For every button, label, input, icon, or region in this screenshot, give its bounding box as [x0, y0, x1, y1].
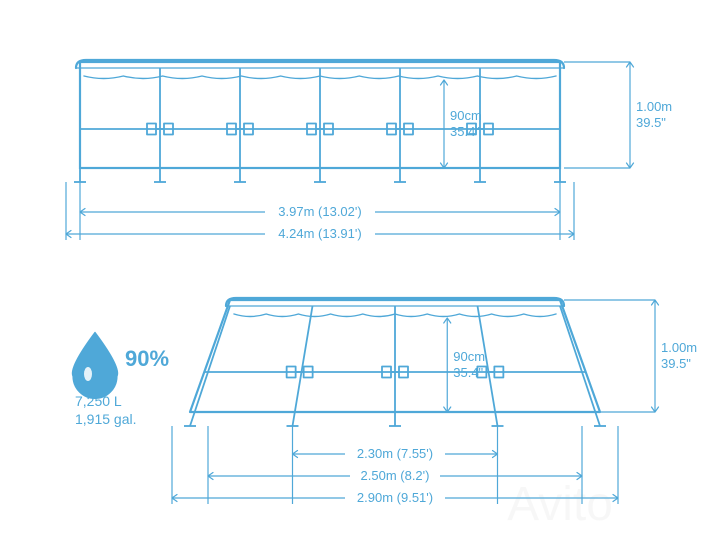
fill-litres: 7,250 L: [75, 393, 122, 409]
svg-text:39.5": 39.5": [636, 115, 666, 130]
watermark: Avito: [507, 478, 613, 531]
svg-text:1.00m: 1.00m: [661, 340, 697, 355]
pool-dimension-diagram: Avito90cm35.4"1.00m39.5"3.97m (13.02')4.…: [0, 0, 720, 540]
svg-text:90cm: 90cm: [453, 349, 485, 364]
svg-text:4.24m (13.91'): 4.24m (13.91'): [278, 226, 361, 241]
svg-text:2.30m (7.55'): 2.30m (7.55'): [357, 446, 433, 461]
svg-text:3.97m (13.02'): 3.97m (13.02'): [278, 204, 361, 219]
svg-text:35.4": 35.4": [453, 365, 483, 380]
svg-text:39.5": 39.5": [661, 356, 691, 371]
fill-gallons: 1,915 gal.: [75, 411, 137, 427]
fill-percent: 90%: [125, 346, 169, 371]
svg-text:35.4": 35.4": [450, 124, 480, 139]
svg-text:2.90m (9.51'): 2.90m (9.51'): [357, 490, 433, 505]
svg-text:1.00m: 1.00m: [636, 99, 672, 114]
svg-text:2.50m (8.2'): 2.50m (8.2'): [361, 468, 430, 483]
svg-text:90cm: 90cm: [450, 108, 482, 123]
